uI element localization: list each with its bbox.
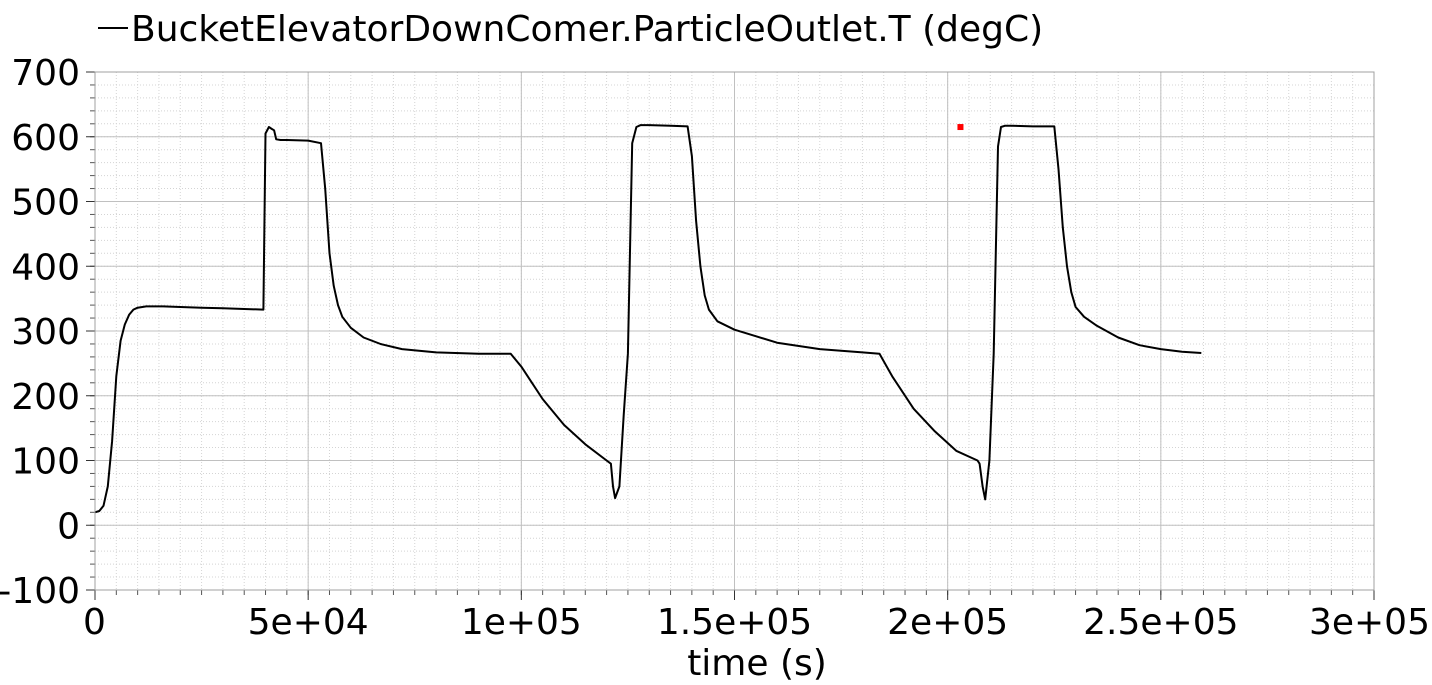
- legend: BucketElevatorDownComer.ParticleOutlet.T…: [98, 9, 1043, 50]
- y-tick-label: 400: [11, 247, 80, 288]
- y-tick-label: 600: [11, 118, 80, 159]
- x-tick-label: 1.5e+05: [657, 602, 812, 643]
- y-tick-label: 100: [11, 442, 80, 483]
- y-tick-label: 200: [11, 377, 80, 418]
- marker-layer: [957, 124, 964, 131]
- y-tick-labels: -100 0 100 200 300 400 500 600 700: [0, 53, 80, 612]
- x-axis-title: time (s): [687, 643, 827, 684]
- major-gridlines: [94, 71, 1375, 591]
- series-layer: [94, 124, 1202, 514]
- red-marker-point: [957, 124, 964, 131]
- x-tick-label: 0: [83, 602, 106, 643]
- y-tick-label: 300: [11, 312, 80, 353]
- series-line: [94, 124, 1202, 514]
- x-tick-label: 1e+05: [461, 602, 582, 643]
- y-tick-label: 500: [11, 183, 80, 224]
- y-tick-label: -100: [0, 571, 80, 612]
- x-tick-label: 5e+04: [248, 602, 369, 643]
- x-tick-label: 2.5e+05: [1083, 602, 1238, 643]
- x-tick-label: 3e+05: [1309, 602, 1430, 643]
- x-tick-labels: 0 5e+04 1e+05 1.5e+05 2e+05 2.5e+05 3e+05: [83, 602, 1430, 643]
- axis-ticks: [86, 71, 1375, 600]
- y-tick-label: 700: [11, 53, 80, 94]
- legend-series-label: BucketElevatorDownComer.ParticleOutlet.T…: [131, 9, 1043, 50]
- x-tick-label: 2e+05: [887, 602, 1008, 643]
- y-tick-label: 0: [57, 506, 80, 547]
- plot-frame: [94, 71, 1375, 591]
